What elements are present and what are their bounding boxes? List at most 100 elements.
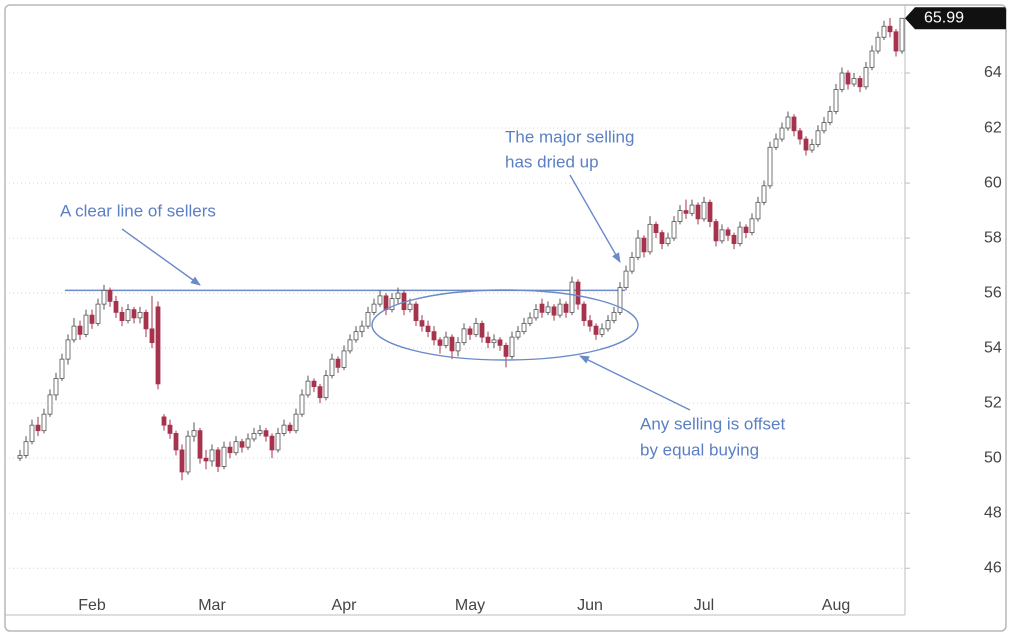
candle-body: [671, 221, 677, 239]
candle-body: [857, 78, 863, 88]
annotation: The major selling: [505, 127, 634, 146]
candle-body: [719, 229, 725, 242]
candle-body: [377, 295, 383, 305]
x-tick-label: Apr: [332, 597, 358, 614]
panel: [4, 4, 1007, 632]
candle-body: [647, 223, 653, 253]
candle-body: [287, 424, 293, 432]
candle-body: [41, 413, 47, 432]
candle-body: [359, 325, 365, 333]
candle-body: [839, 72, 845, 90]
candle-body: [575, 281, 581, 305]
candle-body: [641, 237, 647, 253]
candle-body: [743, 226, 749, 233]
last-price-label: 65.99: [924, 9, 964, 26]
candle-body: [545, 306, 551, 313]
candle-body: [299, 394, 305, 415]
x-tick-label: May: [455, 597, 485, 614]
candle-body: [683, 210, 689, 214]
candle-body: [593, 325, 599, 335]
candle-body: [83, 314, 89, 335]
candle-body: [815, 130, 821, 145]
candle-body: [899, 17, 905, 52]
candle-body: [851, 78, 857, 85]
candle-body: [551, 306, 557, 316]
candle-body: [17, 455, 23, 459]
candle-body: [419, 320, 425, 327]
candle-body: [617, 287, 623, 313]
candle-body: [821, 122, 827, 132]
candle-body: [155, 306, 161, 385]
y-tick-label: 54: [984, 339, 1002, 356]
candle-body: [293, 413, 299, 432]
candle-body: [713, 221, 719, 242]
candle-body: [563, 303, 569, 313]
candle-body: [119, 311, 125, 322]
plot-area: 46 48 50 52 54 56 58 60 62 64 Feb Mar Apr May Jun Jul Au…: [5, 5, 1006, 616]
annotation: by equal buying: [640, 440, 759, 459]
candle-body: [869, 50, 875, 68]
candle-body: [587, 320, 593, 327]
candle-body: [269, 435, 275, 451]
price-flag: [905, 7, 1006, 30]
candle-body: [113, 300, 119, 313]
y-tick-label: 58: [984, 229, 1002, 246]
candle-body: [221, 446, 227, 467]
y-tick-label: 48: [984, 504, 1002, 521]
candle-body: [95, 303, 101, 324]
candle-body: [353, 331, 359, 341]
y-tick-label: 62: [984, 119, 1002, 136]
candle-body: [227, 446, 233, 454]
candle-body: [209, 449, 215, 462]
y-tick-label: 64: [984, 64, 1002, 81]
candle-body: [311, 380, 317, 388]
candle-body: [203, 457, 209, 462]
candle-body: [491, 339, 497, 344]
y-tick-label: 46: [984, 559, 1002, 576]
candle-body: [305, 380, 311, 396]
candle-body: [197, 430, 203, 459]
candle-body: [689, 204, 695, 214]
candle-body: [677, 210, 683, 222]
x-tick-label: Feb: [78, 597, 106, 614]
candle-body: [407, 303, 413, 311]
candle-body: [347, 339, 353, 352]
x-tick-label: Jul: [694, 597, 714, 614]
arrow: [569, 174, 621, 263]
candle-body: [389, 298, 395, 311]
candle-body: [485, 336, 491, 344]
candle-body: [665, 237, 671, 244]
candle-body: [383, 295, 389, 311]
arrow: [121, 228, 201, 286]
candle-body: [863, 67, 869, 88]
candle-body: [65, 339, 71, 360]
candle-body: [503, 344, 509, 357]
candle-body: [149, 328, 155, 344]
candle-body: [101, 289, 107, 305]
candle-body: [515, 331, 521, 338]
annotation: Any selling is offset: [640, 414, 785, 433]
candle-body: [467, 328, 473, 335]
candle-body: [461, 328, 467, 344]
candle-body: [275, 433, 281, 451]
candle-body: [791, 116, 797, 132]
candle-body: [629, 256, 635, 272]
candle-body: [761, 185, 767, 203]
candle-body: [845, 72, 851, 85]
ellipse: [371, 289, 639, 361]
candle-body: [809, 144, 815, 151]
candle-body: [875, 36, 881, 52]
candle-body: [329, 358, 335, 377]
candle-body: [887, 25, 893, 33]
candle-body: [431, 331, 437, 341]
candle-body: [707, 201, 713, 222]
candle-body: [695, 204, 701, 220]
candle-body: [773, 138, 779, 148]
candle-body: [749, 218, 755, 233]
candle-body: [479, 322, 485, 338]
candle-body: [779, 127, 785, 140]
candle-body: [317, 386, 323, 399]
candle-body: [635, 237, 641, 258]
candle-body: [323, 375, 329, 399]
candle-body: [557, 303, 563, 316]
